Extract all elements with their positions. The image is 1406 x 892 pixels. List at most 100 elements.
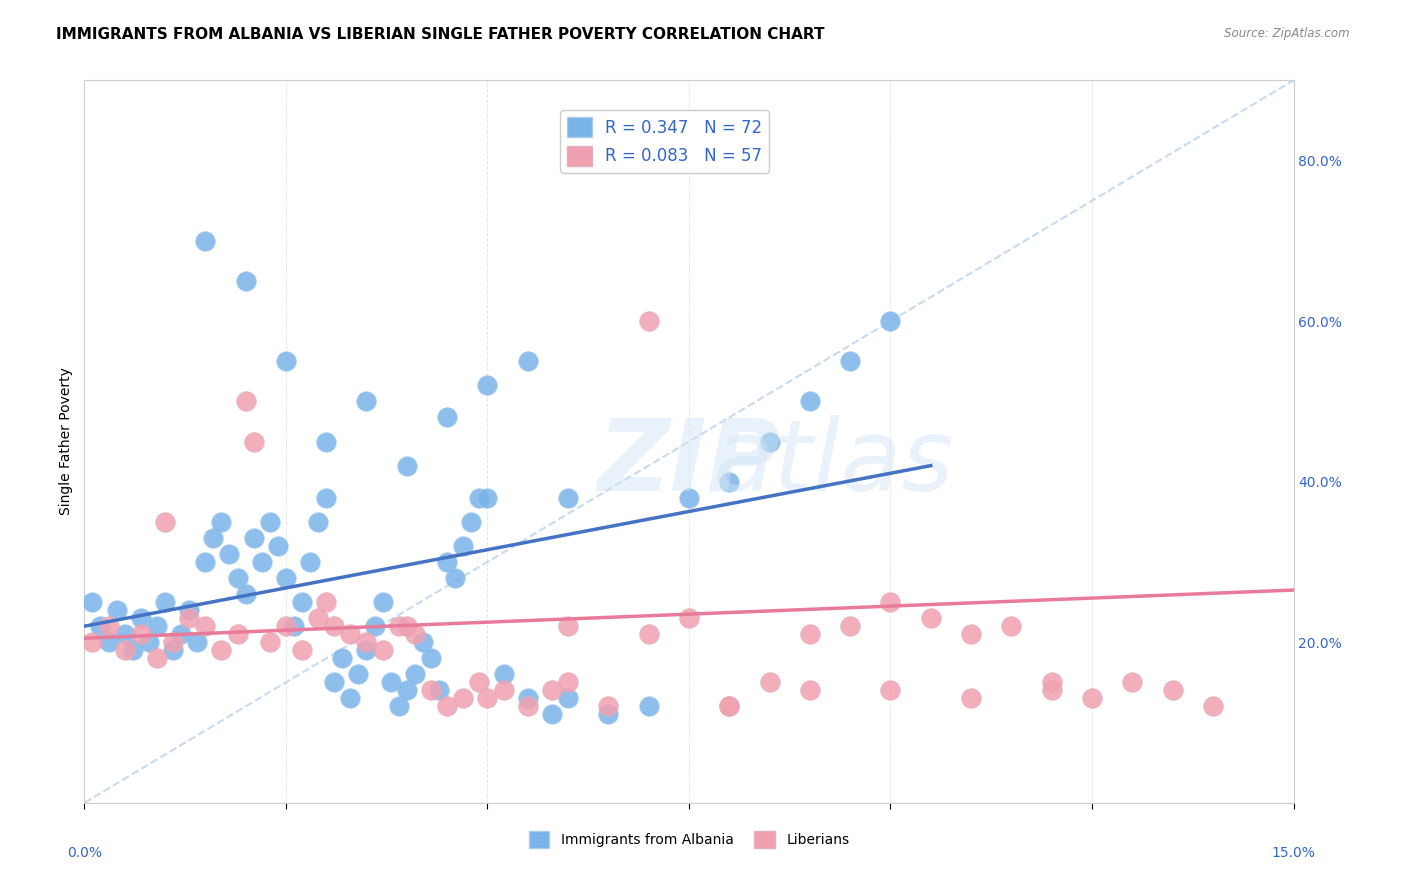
Point: [250, 555, 273, 569]
Point: [1121, 675, 1143, 690]
Point: [420, 651, 443, 665]
Point: [170, 627, 193, 641]
Point: [97, 635, 120, 649]
Point: [315, 491, 337, 505]
Point: [1040, 683, 1063, 698]
Point: [162, 635, 184, 649]
Point: [1081, 691, 1104, 706]
Point: [436, 699, 458, 714]
Point: [179, 603, 201, 617]
Point: [356, 394, 378, 409]
Point: [267, 539, 290, 553]
Point: [879, 314, 901, 328]
Point: [138, 635, 160, 649]
Point: [960, 627, 983, 641]
Point: [395, 683, 418, 698]
Point: [380, 675, 402, 690]
Point: [259, 635, 281, 649]
Point: [283, 619, 305, 633]
Point: [194, 555, 217, 569]
Point: [274, 571, 297, 585]
Point: [153, 515, 176, 529]
Point: [242, 434, 264, 449]
Point: [799, 394, 821, 409]
Point: [114, 643, 136, 657]
Point: [598, 699, 620, 714]
Point: [598, 707, 620, 722]
Point: [404, 667, 426, 681]
Text: IMMIGRANTS FROM ALBANIA VS LIBERIAN SINGLE FATHER POVERTY CORRELATION CHART: IMMIGRANTS FROM ALBANIA VS LIBERIAN SING…: [56, 27, 825, 42]
Point: [477, 378, 499, 392]
Point: [347, 667, 370, 681]
Point: [420, 683, 443, 698]
Point: [274, 354, 297, 368]
Point: [105, 603, 128, 617]
Point: [315, 434, 337, 449]
Point: [226, 571, 249, 585]
Point: [557, 619, 579, 633]
Point: [291, 643, 314, 657]
Point: [259, 515, 281, 529]
Point: [1161, 683, 1184, 698]
Point: [541, 707, 564, 722]
Point: [371, 595, 394, 609]
Point: [460, 515, 482, 529]
Point: [146, 651, 169, 665]
Point: [226, 627, 249, 641]
Point: [315, 595, 337, 609]
Point: [307, 515, 329, 529]
Point: [395, 458, 418, 473]
Point: [1202, 699, 1225, 714]
Point: [516, 691, 538, 706]
Point: [718, 699, 741, 714]
Text: ZIP: ZIP: [598, 415, 780, 512]
Point: [839, 619, 862, 633]
Point: [637, 314, 659, 328]
Point: [839, 354, 862, 368]
Point: [129, 611, 152, 625]
Point: [879, 683, 901, 698]
Point: [427, 683, 450, 698]
Point: [235, 587, 257, 601]
Point: [799, 627, 821, 641]
Y-axis label: Single Father Poverty: Single Father Poverty: [59, 368, 73, 516]
Point: [179, 611, 201, 625]
Point: [114, 627, 136, 641]
Point: [637, 627, 659, 641]
Point: [209, 643, 232, 657]
Point: [291, 595, 314, 609]
Point: [146, 619, 169, 633]
Point: [468, 491, 491, 505]
Point: [89, 619, 111, 633]
Point: [356, 643, 378, 657]
Point: [468, 675, 491, 690]
Text: Source: ZipAtlas.com: Source: ZipAtlas.com: [1225, 27, 1350, 40]
Point: [153, 595, 176, 609]
Point: [436, 555, 458, 569]
Point: [242, 531, 264, 545]
Point: [388, 699, 411, 714]
Point: [718, 699, 741, 714]
Point: [557, 675, 579, 690]
Point: [758, 675, 780, 690]
Point: [758, 434, 780, 449]
Point: [557, 491, 579, 505]
Point: [363, 619, 385, 633]
Text: atlas: atlas: [713, 415, 955, 512]
Text: 15.0%: 15.0%: [1271, 847, 1316, 860]
Point: [718, 475, 741, 489]
Point: [1000, 619, 1022, 633]
Point: [477, 691, 499, 706]
Point: [557, 691, 579, 706]
Point: [516, 354, 538, 368]
Point: [637, 699, 659, 714]
Point: [274, 619, 297, 633]
Point: [121, 643, 143, 657]
Point: [799, 683, 821, 698]
Point: [395, 619, 418, 633]
Point: [218, 547, 240, 561]
Point: [235, 274, 257, 288]
Point: [451, 539, 474, 553]
Legend: Immigrants from Albania, Liberians: Immigrants from Albania, Liberians: [523, 826, 855, 854]
Point: [194, 619, 217, 633]
